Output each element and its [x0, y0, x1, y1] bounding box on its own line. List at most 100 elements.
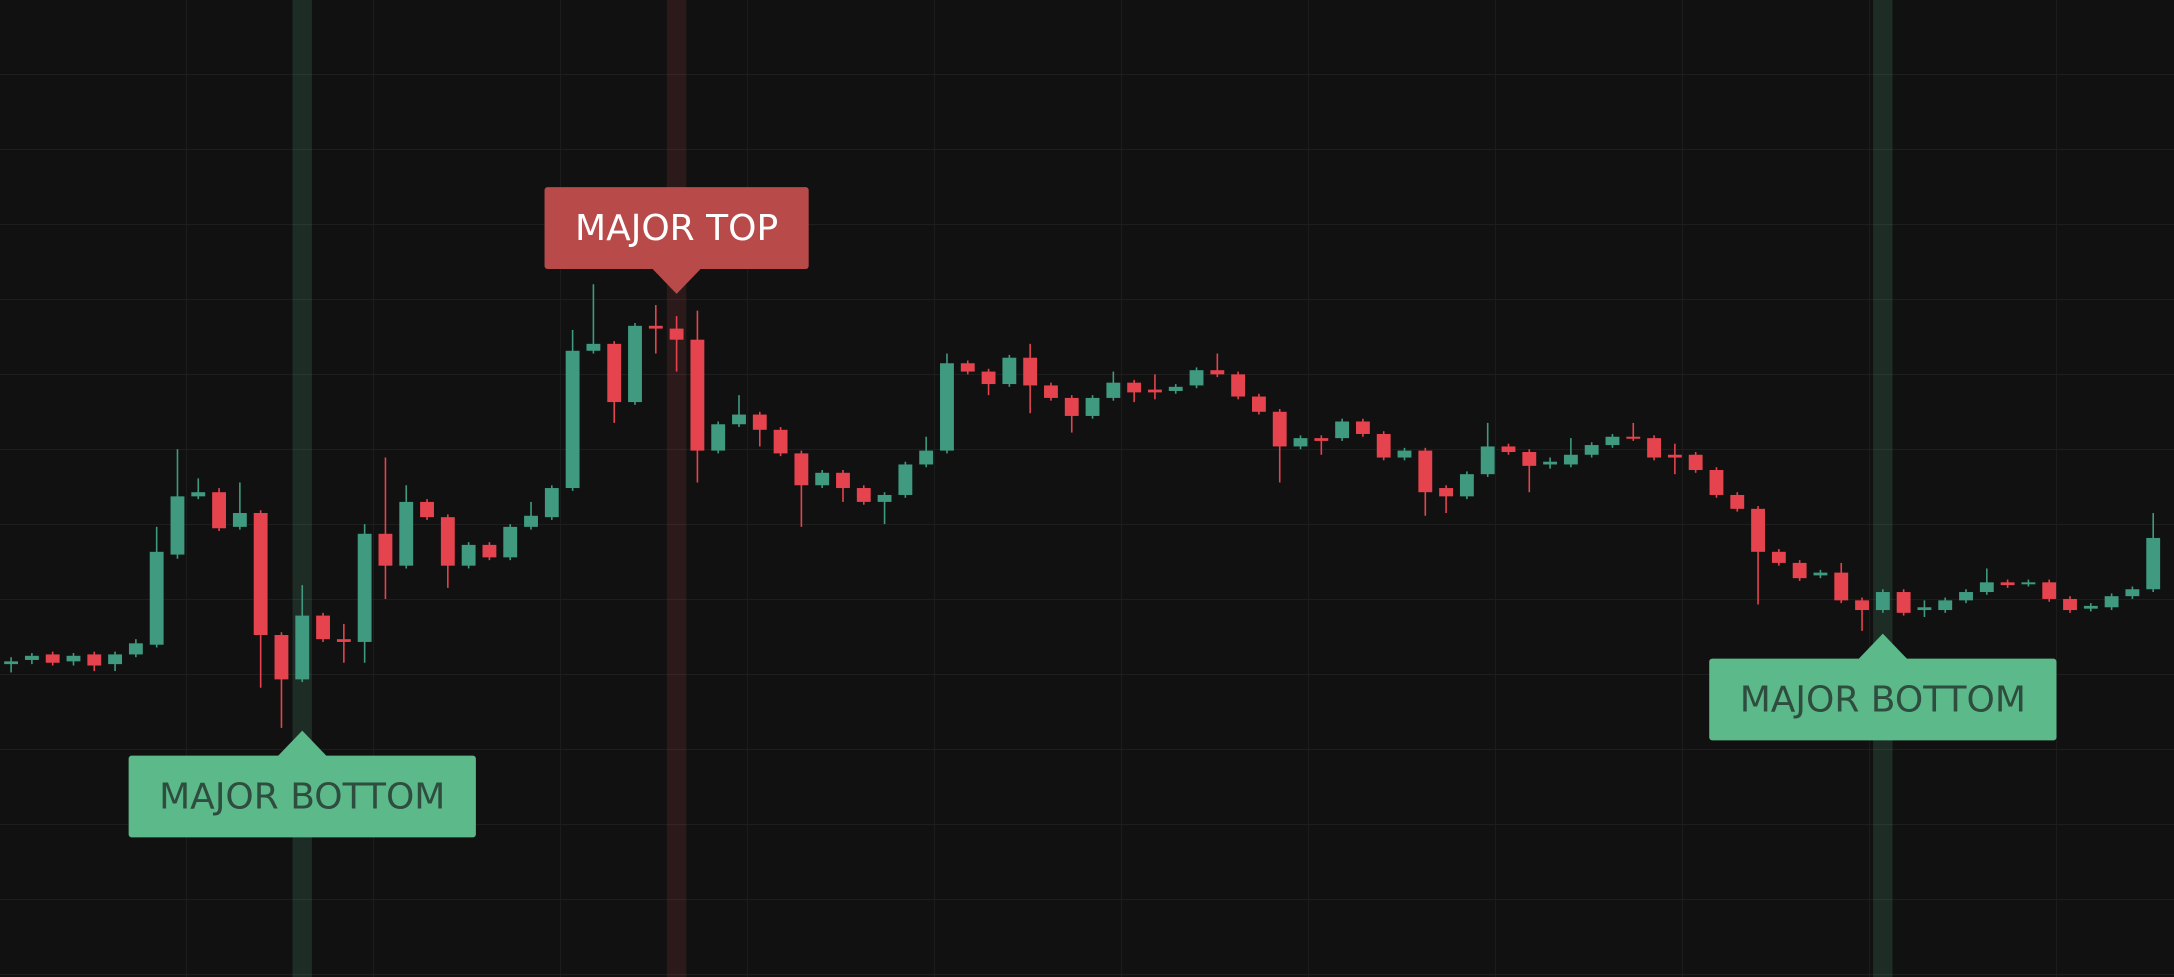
candle-body [191, 492, 206, 497]
candle-body [1168, 386, 1183, 391]
candle-body [1626, 436, 1641, 439]
candle-body [1959, 592, 1973, 601]
candle-body [1397, 450, 1412, 458]
candle-body [1293, 438, 1308, 447]
candle-body [1439, 488, 1454, 497]
candle-body [1813, 572, 1828, 576]
candle-body [1667, 454, 1682, 458]
candle-body [378, 533, 393, 566]
candle-body [524, 515, 538, 527]
candle-body [1792, 562, 1807, 579]
candle-body [1543, 461, 1558, 465]
candle-body [128, 643, 143, 655]
candle-body [1002, 357, 1017, 385]
candle-body [24, 655, 39, 660]
label-box [1709, 658, 2057, 741]
candle-body [1563, 454, 1578, 465]
candle-body [544, 488, 559, 518]
candle-body [2125, 589, 2140, 597]
candle-body [4, 661, 19, 665]
candle-body [1459, 474, 1474, 497]
candle-body [420, 501, 434, 518]
candle-body [87, 654, 102, 666]
candle-body [732, 414, 746, 425]
label-pointer [1857, 633, 1908, 660]
highlight-bands [292, 0, 1893, 977]
candle-body [45, 654, 60, 663]
candle-body [1522, 451, 1537, 466]
candle-body [1938, 600, 1953, 611]
candle-body [357, 533, 372, 642]
candle-body [336, 639, 351, 642]
candle-body [295, 615, 310, 680]
label-pointer [651, 267, 702, 294]
candle-body [2104, 596, 2119, 608]
label-pointer [277, 730, 328, 757]
candle-body [1189, 370, 1204, 386]
candle-body [2000, 582, 2015, 586]
candle-body [1272, 411, 1287, 447]
candle-body [253, 512, 268, 636]
candle-body [1834, 572, 1849, 601]
candle-body [108, 654, 123, 665]
candle-body [1875, 592, 1890, 611]
candle-body [1044, 385, 1058, 398]
candle-body [1376, 433, 1391, 458]
candle-body [877, 494, 892, 502]
highlight-band [292, 0, 312, 977]
candle-body [461, 544, 476, 566]
candle-body [66, 655, 81, 662]
candle-body [1127, 382, 1142, 393]
candle-body [2042, 582, 2057, 599]
candle-body [1688, 454, 1703, 471]
candle-body [1335, 421, 1350, 439]
candle-body [898, 464, 913, 495]
candle-body [940, 363, 954, 451]
candle-body [440, 517, 455, 566]
candle-body [1917, 607, 1932, 611]
candle-body [565, 350, 580, 489]
candle-body [960, 363, 975, 372]
candle-body [1751, 508, 1765, 552]
label-box [128, 755, 476, 838]
candle-body [1418, 450, 1433, 493]
candle-body [1855, 600, 1869, 611]
candle-body [1771, 551, 1786, 563]
candle-body [1314, 438, 1329, 441]
label-text: MAJOR BOTTOM [1740, 679, 2026, 720]
candle-body [690, 339, 705, 451]
candles [4, 284, 2161, 728]
candle-body [2083, 605, 2098, 609]
candle-body [1501, 446, 1516, 452]
candle-body [836, 472, 850, 489]
candle-body [1605, 436, 1620, 446]
candle-body [628, 325, 642, 403]
candle-body [170, 496, 185, 555]
candle-body [1355, 421, 1370, 434]
candle-body [232, 512, 247, 527]
highlight-band [1873, 0, 1893, 977]
candle-body [981, 371, 996, 385]
candle-body [399, 501, 414, 566]
candle-body [1584, 445, 1599, 455]
label-text: MAJOR TOP [575, 208, 778, 249]
candle-body [1106, 382, 1121, 398]
candle-body [1647, 438, 1662, 458]
candle-body [2021, 582, 2036, 585]
candle-body [1023, 357, 1038, 386]
candle-body [607, 343, 622, 403]
candle-body [482, 544, 497, 558]
highlight-band [666, 0, 687, 977]
candle-body [856, 488, 871, 502]
candle-body [2146, 537, 2161, 590]
candle-body [752, 414, 767, 430]
candle-body [1251, 396, 1266, 412]
candle-body [1480, 446, 1495, 475]
candle-body [648, 325, 663, 329]
candle-body [919, 450, 934, 465]
candle-body [1730, 494, 1745, 509]
candle-body [1231, 374, 1246, 397]
candle-body [1210, 370, 1225, 375]
candle-body [586, 343, 601, 351]
